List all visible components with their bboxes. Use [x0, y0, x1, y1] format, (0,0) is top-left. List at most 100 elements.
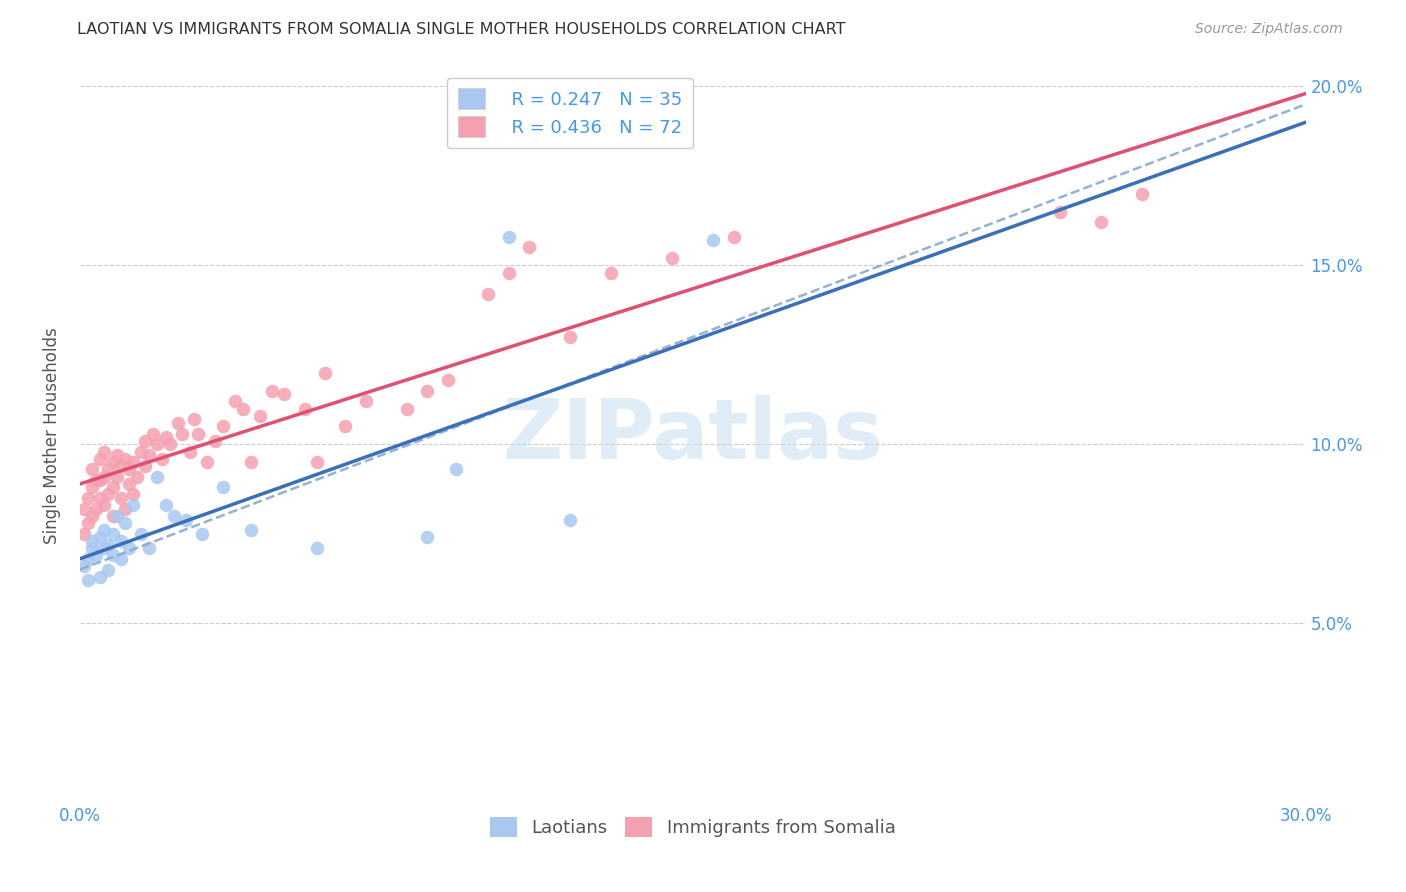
Point: [167, 416, 190, 430]
Point: [77, 491, 100, 505]
Point: [122, 498, 145, 512]
Point: [105, 508, 128, 523]
Point: [354, 394, 377, 409]
Point: [1090, 215, 1112, 229]
Point: [416, 530, 439, 544]
Point: [118, 462, 141, 476]
Point: [84, 473, 107, 487]
Point: [105, 448, 128, 462]
Point: [146, 469, 169, 483]
Point: [110, 533, 132, 548]
Point: [101, 508, 124, 523]
Point: [212, 419, 235, 434]
Point: [129, 444, 152, 458]
Point: [335, 419, 357, 434]
Point: [89, 451, 111, 466]
Point: [240, 523, 263, 537]
Point: [159, 437, 181, 451]
Point: [204, 434, 226, 448]
Point: [110, 458, 132, 473]
Point: [125, 469, 148, 483]
Point: [93, 523, 115, 537]
Point: [110, 491, 132, 505]
Point: [260, 384, 283, 398]
Point: [89, 570, 111, 584]
Point: [97, 563, 120, 577]
Point: [134, 434, 156, 448]
Point: [174, 512, 197, 526]
Point: [101, 526, 124, 541]
Point: [122, 455, 145, 469]
Point: [73, 559, 96, 574]
Point: [82, 462, 104, 476]
Point: [101, 480, 124, 494]
Point: [224, 394, 246, 409]
Legend: Laotians, Immigrants from Somalia: Laotians, Immigrants from Somalia: [482, 809, 903, 845]
Point: [77, 516, 100, 530]
Point: [82, 541, 104, 556]
Point: [187, 426, 209, 441]
Point: [146, 437, 169, 451]
Point: [82, 480, 104, 494]
Y-axis label: Single Mother Households: Single Mother Households: [44, 327, 60, 544]
Point: [212, 480, 235, 494]
Point: [101, 549, 124, 563]
Point: [122, 487, 145, 501]
Point: [155, 498, 177, 512]
Point: [314, 366, 336, 380]
Point: [114, 501, 136, 516]
Point: [558, 512, 581, 526]
Point: [89, 530, 111, 544]
Point: [73, 501, 96, 516]
Point: [191, 526, 214, 541]
Point: [129, 526, 152, 541]
Point: [305, 541, 328, 556]
Point: [93, 444, 115, 458]
Point: [477, 287, 499, 301]
Point: [89, 473, 111, 487]
Point: [498, 266, 520, 280]
Point: [179, 444, 201, 458]
Point: [723, 229, 745, 244]
Point: [105, 469, 128, 483]
Point: [183, 412, 205, 426]
Point: [77, 574, 100, 588]
Text: LAOTIAN VS IMMIGRANTS FROM SOMALIA SINGLE MOTHER HOUSEHOLDS CORRELATION CHART: LAOTIAN VS IMMIGRANTS FROM SOMALIA SINGL…: [77, 22, 846, 37]
Point: [118, 476, 141, 491]
Point: [702, 233, 724, 247]
Point: [294, 401, 316, 416]
Point: [89, 491, 111, 505]
Point: [517, 240, 540, 254]
Point: [170, 426, 193, 441]
Point: [101, 455, 124, 469]
Point: [416, 384, 439, 398]
Point: [163, 508, 186, 523]
Point: [498, 229, 520, 244]
Point: [395, 401, 418, 416]
Point: [195, 455, 218, 469]
Point: [273, 387, 295, 401]
Point: [114, 516, 136, 530]
Point: [436, 373, 458, 387]
Point: [77, 552, 100, 566]
Point: [82, 508, 104, 523]
Point: [240, 455, 263, 469]
Point: [114, 451, 136, 466]
Point: [97, 462, 120, 476]
Point: [1130, 186, 1153, 201]
Point: [232, 401, 254, 416]
Point: [150, 451, 173, 466]
Point: [138, 541, 160, 556]
Point: [97, 487, 120, 501]
Point: [84, 549, 107, 563]
Point: [444, 462, 467, 476]
Point: [93, 469, 115, 483]
Point: [305, 455, 328, 469]
Point: [93, 541, 115, 556]
Point: [249, 409, 271, 423]
Text: Source: ZipAtlas.com: Source: ZipAtlas.com: [1195, 22, 1343, 37]
Point: [84, 501, 107, 516]
Point: [73, 526, 96, 541]
Point: [93, 498, 115, 512]
Point: [134, 458, 156, 473]
